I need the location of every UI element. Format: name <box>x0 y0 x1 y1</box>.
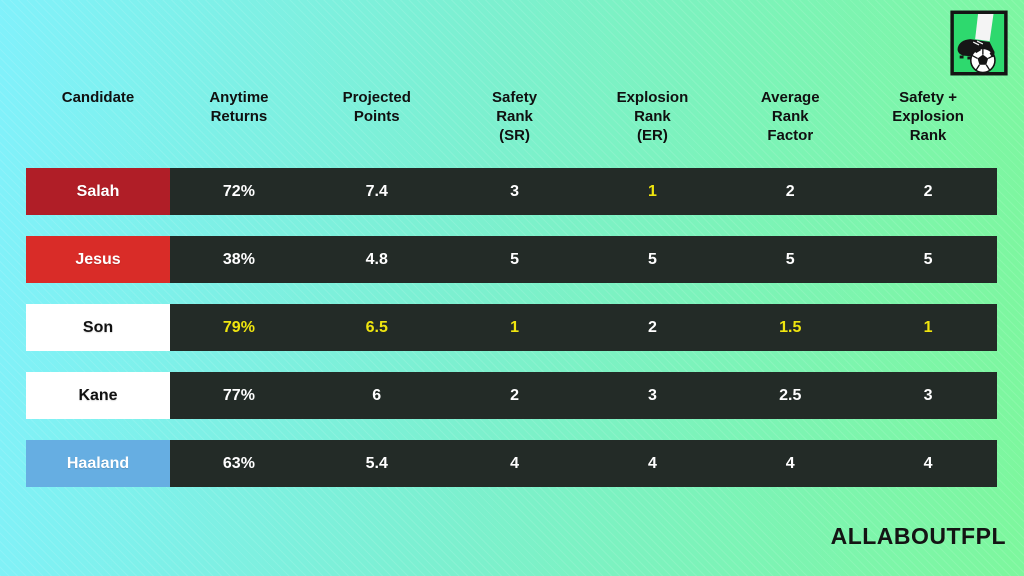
candidate-label: Haaland <box>26 440 170 488</box>
boot-stud <box>967 56 972 60</box>
value-cell: 7.4 <box>365 182 388 200</box>
table-header: Candidate Anytime Returns Projected Poin… <box>26 88 997 145</box>
table-row: Jesus 38% 4.8 5 5 5 5 <box>26 236 997 284</box>
value-cell: 4.8 <box>365 250 388 268</box>
row-values: 77% 6 2 3 2.5 3 <box>170 372 997 420</box>
row-values: 38% 4.8 5 5 5 5 <box>170 236 997 284</box>
table-row: Son 79% 6.5 1 2 1.5 1 <box>26 304 997 352</box>
value-cell: 3 <box>647 386 657 404</box>
value-cell: 1 <box>923 318 933 336</box>
value-cell: 6 <box>372 386 382 404</box>
value-cell: 3 <box>510 182 520 200</box>
value-cell: 5 <box>785 250 795 268</box>
candidate-label: Jesus <box>26 236 170 284</box>
value-cell: 79% <box>222 318 255 336</box>
value-cell: 2 <box>510 386 520 404</box>
candidate-label: Salah <box>26 168 170 216</box>
ball-seams <box>971 48 994 71</box>
table-body: Salah 72% 7.4 3 1 2 2 Jesus 38% 4.8 5 5 5 5 Son 79… <box>26 168 997 488</box>
boot-stud <box>959 55 964 59</box>
value-cell: 38% <box>222 250 255 268</box>
value-cell: 5.4 <box>365 454 388 472</box>
value-cell: 4 <box>785 454 795 472</box>
value-cell: 4 <box>923 454 933 472</box>
value-cell: 2.5 <box>779 386 802 404</box>
header-projected-points: Projected Points <box>342 89 411 126</box>
value-cell: 4 <box>510 454 520 472</box>
value-cell: 1.5 <box>779 318 802 336</box>
value-cell: 6.5 <box>365 318 388 336</box>
ball-patch <box>989 50 995 58</box>
allaboutfpl-logo <box>950 10 1008 76</box>
candidate-label: Kane <box>26 372 170 420</box>
candidate-label: Son <box>26 304 170 352</box>
rank-table: Candidate Anytime Returns Projected Poin… <box>26 88 997 508</box>
table-row: Kane 77% 6 2 3 2.5 3 <box>26 372 997 420</box>
value-cell: 1 <box>647 182 657 200</box>
value-cell: 77% <box>222 386 255 404</box>
value-cell: 3 <box>923 386 933 404</box>
row-values: 63% 5.4 4 4 4 4 <box>170 440 997 488</box>
value-cell: 63% <box>222 454 255 472</box>
table-row: Haaland 63% 5.4 4 4 4 4 <box>26 440 997 488</box>
ball-pentagon <box>977 54 989 65</box>
leg-shape <box>975 14 994 42</box>
value-cell: 5 <box>510 250 520 268</box>
watermark-text: ALLABOUTFPL <box>830 523 1006 549</box>
value-cell: 2 <box>647 318 657 336</box>
header-candidate: Candidate <box>61 89 135 106</box>
value-cell: 2 <box>923 182 933 200</box>
value-cell: 5 <box>923 250 933 268</box>
row-values: 72% 7.4 3 1 2 2 <box>170 168 997 216</box>
value-cell: 4 <box>647 454 657 472</box>
row-values: 79% 6.5 1 2 1.5 1 <box>170 304 997 352</box>
header-explosion-rank: Explosion Rank (ER) <box>616 89 689 145</box>
value-cell: 2 <box>785 182 795 200</box>
table-row: Salah 72% 7.4 3 1 2 2 <box>26 168 997 216</box>
header-safety-explosion-rank: Safety + Explosion Rank <box>892 89 964 145</box>
value-cell: 72% <box>222 182 255 200</box>
ball-patch <box>974 47 981 54</box>
header-anytime-returns: Anytime Returns <box>209 89 269 126</box>
value-cell: 5 <box>647 250 657 268</box>
header-safety-rank: Safety Rank (SR) <box>492 89 538 145</box>
value-cell: 1 <box>510 318 520 336</box>
boot-laces <box>972 40 984 46</box>
header-average-rank-factor: Average Rank Factor <box>760 89 820 145</box>
